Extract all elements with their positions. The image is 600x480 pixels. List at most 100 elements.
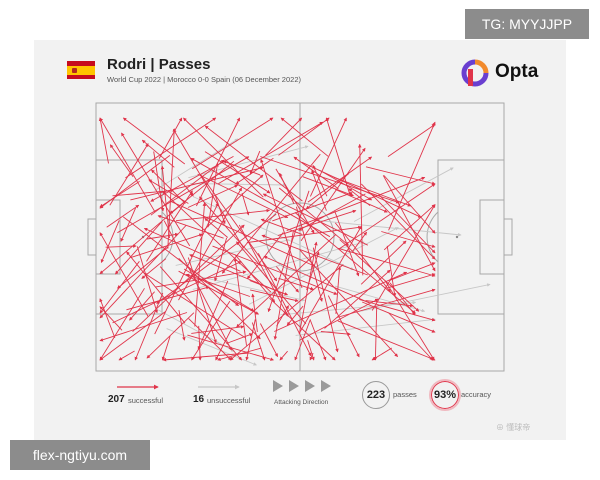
- successful-pass: [118, 350, 135, 361]
- successful-pass: [106, 204, 140, 228]
- successful-pass: [214, 237, 228, 282]
- successful-pass: [146, 312, 195, 359]
- successful-pass: [99, 155, 171, 209]
- successful-pass: [221, 153, 321, 274]
- successful-pass: [117, 156, 250, 234]
- successful-pass: [198, 325, 202, 361]
- successful-pass: [298, 193, 366, 231]
- successful-pass: [183, 117, 264, 198]
- successful-pass: [320, 331, 351, 336]
- site-badge: flex-ngtiyu.com: [10, 440, 150, 470]
- successful-pass: [305, 173, 349, 210]
- successful-pass: [112, 188, 174, 197]
- spain-flag-icon: [67, 61, 95, 79]
- successful-pass: [187, 257, 217, 344]
- successful-pass: [311, 169, 327, 211]
- successful-pass: [155, 270, 247, 288]
- opta-logo-icon: [461, 59, 489, 87]
- successful-pass: [339, 239, 420, 312]
- successful-pass: [173, 128, 244, 249]
- successful-pass: [185, 273, 251, 297]
- successful-pass: [249, 150, 261, 175]
- successful-pass: [190, 157, 331, 238]
- successful-pass: [188, 318, 232, 361]
- successful-pass: [226, 333, 253, 344]
- successful-pass: [388, 121, 436, 231]
- successful-pass: [247, 232, 284, 280]
- successful-pass: [105, 244, 137, 248]
- successful-pass: [99, 288, 145, 361]
- successful-pass: [260, 218, 303, 235]
- successful-pass: [204, 217, 228, 238]
- successful-pass: [98, 117, 109, 164]
- successful-pass: [99, 306, 123, 331]
- successful-pass: [295, 206, 323, 302]
- attacking-direction-icon: [273, 380, 331, 392]
- successful-pass: [159, 266, 242, 361]
- successful-pass: [235, 157, 274, 185]
- successful-pass: [378, 194, 436, 254]
- successful-pass: [199, 196, 261, 267]
- successful-pass: [357, 143, 364, 276]
- successful-label: successful: [128, 396, 164, 405]
- successful-pass: [183, 268, 255, 312]
- successful-pass: [335, 266, 342, 314]
- successful-pass: [161, 336, 171, 361]
- passes-total-badge: 223: [362, 381, 390, 409]
- successful-pass: [327, 295, 360, 358]
- successful-pass: [195, 117, 241, 207]
- successful-pass: [309, 319, 327, 361]
- successful-pass: [191, 117, 274, 170]
- successful-pass: [365, 166, 436, 186]
- successful-pass: [214, 195, 226, 225]
- successful-pass: [337, 320, 436, 361]
- successful-pass: [309, 352, 314, 361]
- successful-pass: [286, 176, 426, 232]
- successful-pass: [302, 176, 354, 197]
- successful-pass: [360, 183, 436, 260]
- successful-pass: [163, 220, 232, 351]
- successful-pass: [109, 144, 134, 178]
- tg-badge: TG: MYYJJPP: [465, 9, 589, 39]
- successful-pass: [130, 166, 264, 201]
- successful-pass: [307, 340, 315, 361]
- unsuccessful-passes: [154, 138, 491, 366]
- successful-pass: [117, 246, 169, 289]
- unsuccessful-pass: [192, 241, 365, 290]
- successful-pass: [359, 299, 436, 322]
- successful-pass: [249, 280, 289, 296]
- successful-pass: [236, 241, 307, 325]
- successful-pass: [324, 269, 391, 329]
- successful-pass: [134, 292, 164, 361]
- successful-pass: [277, 209, 357, 237]
- successful-pass: [365, 300, 414, 308]
- successful-pass: [217, 347, 262, 361]
- successful-pass: [336, 288, 436, 318]
- successful-pass: [337, 247, 436, 277]
- successful-pass: [109, 143, 149, 206]
- successful-pass: [273, 231, 294, 340]
- unsuccessful-pass: [166, 328, 257, 366]
- unsuccessful-pass: [154, 138, 239, 191]
- accuracy-label: accuracy: [461, 390, 492, 399]
- successful-pass: [175, 208, 271, 222]
- successful-pass: [122, 117, 186, 165]
- successful-pass: [150, 156, 234, 202]
- successful-pass: [286, 305, 304, 326]
- successful-pass: [143, 227, 241, 272]
- successful-pass: [260, 158, 303, 289]
- successful-pass: [299, 298, 379, 341]
- successful-pass: [125, 117, 217, 179]
- successful-pass: [191, 325, 245, 334]
- unsuccessful-pass: [295, 317, 436, 336]
- successful-pass: [251, 322, 266, 361]
- successful-pass: [162, 352, 250, 362]
- unsuccessful-label: unsuccessful: [207, 396, 251, 405]
- successful-pass: [178, 310, 186, 341]
- successful-pass: [278, 187, 349, 246]
- successful-pass: [309, 117, 347, 197]
- successful-pass: [360, 240, 407, 285]
- successful-count: 207: [108, 394, 125, 405]
- successful-pass: [348, 188, 371, 207]
